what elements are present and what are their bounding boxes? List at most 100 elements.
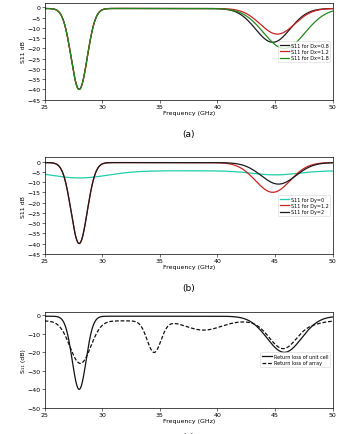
S11 for Dy=1.2 [331, 161, 335, 166]
S11 for Dx=1.8 [331, 10, 335, 15]
S11 for Dx=1.8 [93, 20, 97, 25]
S11 for Dx=0.8 [153, 7, 157, 12]
Y-axis label: S₁₁ (dB): S₁₁ (dB) [21, 348, 26, 372]
S11 for Dx=1.2 [75, 86, 80, 91]
Return loss of unit cell [294, 342, 298, 348]
S11 for Dy=1.2 [294, 172, 298, 178]
Return loss of unit cell [153, 314, 157, 319]
S11 for Dx=0.8 [140, 7, 144, 12]
S11 for Dy=2 [142, 161, 146, 166]
S11 for Dy=1.2 [153, 161, 157, 166]
S11 for Dx=1.8 [166, 7, 170, 12]
S11 for Dy=1.2 [325, 161, 329, 166]
S11 for Dx=1.2 [77, 88, 81, 93]
Line: Return loss of unit cell: Return loss of unit cell [45, 316, 333, 389]
Return loss of array [43, 319, 47, 324]
Return loss of array [153, 350, 157, 355]
Return loss of unit cell [75, 385, 80, 390]
Return loss of array [78, 361, 82, 366]
S11 for Dy=1.2 [140, 161, 144, 166]
S11 for Dy=0 [43, 172, 47, 178]
S11 for Dy=1.2 [77, 241, 81, 247]
S11 for Dy=1.2 [75, 240, 80, 245]
Line: S11 for Dy=1.2: S11 for Dy=1.2 [45, 163, 333, 244]
S11 for Dx=1.8 [136, 7, 140, 12]
S11 for Dy=1.2 [43, 161, 47, 166]
Return loss of array [166, 324, 170, 329]
S11 for Dy=0 [93, 175, 97, 180]
Return loss of unit cell [77, 387, 81, 392]
S11 for Dx=1.8 [77, 88, 81, 93]
Return loss of array [294, 336, 298, 342]
Return loss of unit cell [331, 315, 335, 320]
S11 for Dx=0.8 [75, 86, 80, 91]
Legend: S11 for Dy=0, S11 for Dy=1.2, S11 for Dy=2: S11 for Dy=0, S11 for Dy=1.2, S11 for Dy… [278, 195, 330, 217]
Return loss of array [93, 335, 97, 340]
Y-axis label: S11 dB: S11 dB [21, 195, 26, 217]
S11 for Dx=1.2 [93, 20, 97, 25]
Return loss of unit cell [43, 314, 47, 319]
S11 for Dy=0 [153, 169, 157, 174]
S11 for Dx=0.8 [294, 20, 298, 26]
Text: (a): (a) [182, 129, 195, 138]
S11 for Dx=1.8 [43, 7, 47, 12]
S11 for Dx=1.8 [325, 12, 329, 17]
Line: S11 for Dx=1.8: S11 for Dx=1.8 [45, 10, 333, 90]
S11 for Dy=0 [166, 169, 170, 174]
Line: S11 for Dx=1.2: S11 for Dx=1.2 [45, 10, 333, 90]
S11 for Dx=0.8 [93, 20, 97, 25]
S11 for Dx=1.8 [75, 86, 80, 91]
Legend: Return loss of unit cell, Return loss of array: Return loss of unit cell, Return loss of… [260, 352, 330, 368]
S11 for Dy=2 [93, 174, 97, 179]
X-axis label: Frequency (GHz): Frequency (GHz) [163, 111, 215, 116]
S11 for Dx=0.8 [77, 88, 81, 93]
S11 for Dy=2 [153, 161, 157, 166]
Return loss of array [325, 319, 329, 325]
S11 for Dx=1.2 [142, 7, 146, 12]
Line: Return loss of array: Return loss of array [45, 321, 333, 364]
Return loss of unit cell [93, 320, 97, 325]
Line: S11 for Dy=2: S11 for Dy=2 [45, 163, 333, 244]
S11 for Dy=0 [75, 176, 80, 181]
Return loss of array [122, 319, 127, 324]
S11 for Dy=2 [331, 161, 335, 166]
S11 for Dy=1.2 [93, 174, 97, 179]
S11 for Dx=0.8 [43, 7, 47, 12]
X-axis label: Frequency (GHz): Frequency (GHz) [163, 265, 215, 270]
S11 for Dy=2 [75, 240, 80, 245]
Text: (c): (c) [183, 432, 194, 434]
S11 for Dx=1.2 [166, 7, 170, 12]
Text: (b): (b) [182, 283, 195, 292]
Return loss of unit cell [325, 316, 329, 321]
S11 for Dy=0 [77, 176, 81, 181]
S11 for Dx=1.2 [153, 7, 157, 12]
S11 for Dx=0.8 [325, 7, 329, 12]
Line: S11 for Dx=0.8: S11 for Dx=0.8 [45, 10, 333, 90]
S11 for Dy=0 [325, 169, 329, 174]
S11 for Dy=2 [325, 161, 329, 166]
S11 for Dy=2 [43, 161, 47, 166]
S11 for Dy=0 [294, 171, 298, 177]
S11 for Dy=2 [166, 161, 170, 166]
Y-axis label: S11 dB: S11 dB [21, 42, 26, 63]
Legend: S11 for Dx=0.8, S11 for Dx=1.2, S11 for Dx=1.8: S11 for Dx=0.8, S11 for Dx=1.2, S11 for … [278, 42, 330, 63]
S11 for Dx=1.2 [325, 7, 329, 13]
Line: S11 for Dy=0: S11 for Dy=0 [45, 171, 333, 178]
S11 for Dx=1.2 [294, 21, 298, 26]
Return loss of array [331, 319, 335, 324]
S11 for Dy=2 [294, 173, 298, 178]
Return loss of unit cell [166, 314, 170, 319]
S11 for Dy=0 [187, 169, 191, 174]
S11 for Dx=0.8 [331, 7, 335, 12]
X-axis label: Frequency (GHz): Frequency (GHz) [163, 418, 215, 424]
S11 for Dx=1.2 [43, 7, 47, 12]
Return loss of array [75, 359, 80, 365]
S11 for Dx=0.8 [166, 7, 170, 12]
S11 for Dx=1.8 [153, 7, 157, 12]
Return loss of unit cell [137, 314, 141, 319]
S11 for Dx=1.8 [294, 41, 298, 46]
S11 for Dy=2 [77, 241, 81, 247]
S11 for Dy=1.2 [166, 161, 170, 166]
S11 for Dx=1.2 [331, 7, 335, 12]
S11 for Dy=0 [331, 169, 335, 174]
